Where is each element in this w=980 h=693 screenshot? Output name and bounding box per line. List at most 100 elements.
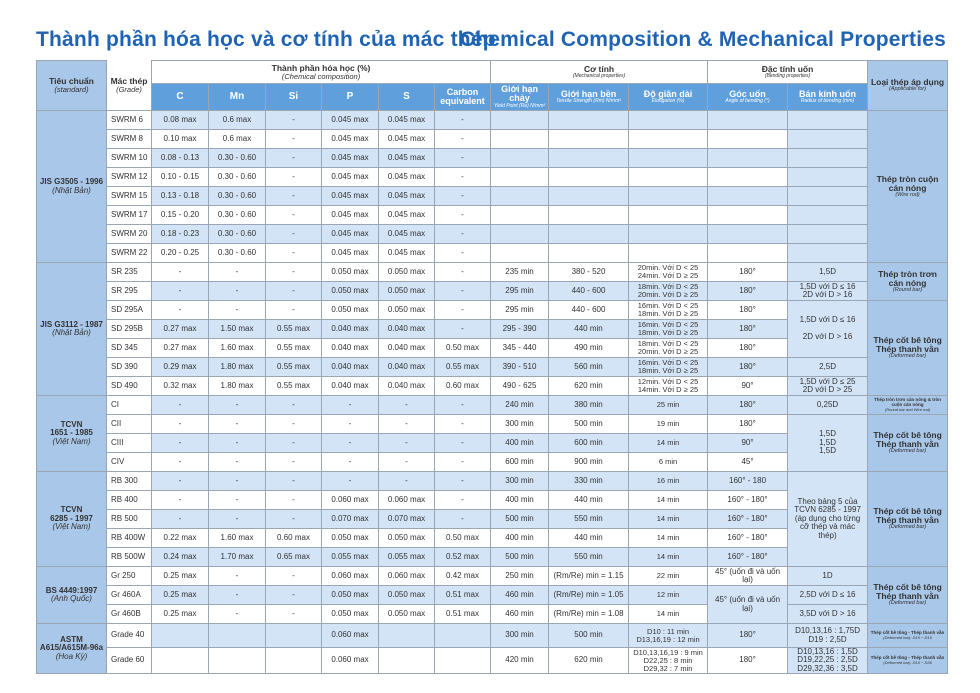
cell-elongation: 14 min	[628, 547, 709, 567]
cell-c: 0.32 max	[151, 376, 209, 396]
cell-elongation	[628, 186, 709, 206]
cell-bend-angle	[707, 224, 789, 244]
header-mechanical-en: (Mechanical properties)	[572, 72, 626, 79]
header-chemical-label: Thành phần hóa học (%)	[271, 62, 371, 73]
cell-text: Thép cốt bê tông Thép thanh vằn	[873, 430, 942, 450]
cell-subtext: (Nhật Bản)	[52, 328, 91, 337]
cell-grade: RB 500	[106, 509, 152, 529]
cell-grade: SR 235	[106, 262, 152, 282]
cell-carbon-equivalent: -	[433, 110, 492, 130]
cell-grade: RB 300	[106, 471, 152, 491]
cell-mn: 1.70 max	[208, 547, 266, 567]
cell-elongation: 16min. Với D < 25 18min. Với D ≥ 25	[628, 319, 709, 339]
cell-si: 0.65 max	[265, 547, 322, 567]
table-row: TCVN 6285 - 1997 (Việt Nam) RB 300- - - - - -30…	[36, 471, 949, 567]
cell-applicable-for: Thép cốt bê tông Thép thanh vằn (Deformed…	[867, 566, 949, 624]
cell-elongation: 14 min	[628, 490, 709, 510]
cell-yield-point	[490, 224, 550, 244]
cell-bend-angle: 45°	[707, 452, 789, 472]
cell-mn: 1.80 max	[208, 376, 266, 396]
cell-mn: -	[208, 509, 266, 529]
cell-grade: SD 345	[106, 338, 152, 358]
cell-s: 0.055 max	[378, 547, 435, 567]
cell-p: 0.050 max	[321, 300, 379, 320]
cell-c: -	[151, 452, 209, 472]
cell-bend-radius	[787, 243, 869, 263]
cell-bend-angle	[707, 243, 789, 263]
cell-carbon-equivalent: -	[433, 186, 492, 206]
cell-c	[151, 646, 209, 675]
cell-bend-radius: 1,5D với D ≤ 25 2D với D > 25	[787, 376, 869, 396]
cell-p: 0.050 max	[321, 585, 379, 605]
cell-si: -	[265, 566, 322, 586]
cell-bend-radius: 1,5D 1,5D 1,5D	[787, 414, 869, 472]
cell-si: 0.55 max	[265, 376, 322, 396]
cell-p: -	[321, 433, 379, 453]
cell-mn: -	[208, 452, 266, 472]
cell-grade: RB 400W	[106, 528, 152, 548]
cell-yield-point: 400 min	[490, 490, 550, 510]
cell-yield-point	[490, 148, 550, 168]
table-row: SD 490 0.32 max 1.80 max 0.55 max 0.040 max 0…	[37, 376, 948, 396]
cell-bend-angle: 180°	[707, 395, 789, 415]
cell-si: -	[265, 129, 322, 149]
cell-mn: 0.30 - 0.60	[208, 205, 266, 225]
cell-tensile-strength	[548, 129, 630, 149]
cell-text: ASTM A615/A615M-96a	[39, 635, 104, 653]
cell-subtext: (Deformed bar): D10 ~ D36	[883, 659, 932, 665]
cell-mn: -	[208, 604, 266, 624]
cell-applicable-for: Thép tròn trơn cán nóng & tròn cuộn cán …	[867, 395, 949, 415]
cell-bend-angle	[707, 129, 789, 149]
header-mn: Mn	[208, 83, 266, 111]
table-row: RB 400- - -0.060 max 0.060 max -400 min 440 m…	[37, 490, 948, 510]
header-applicable-label: Loại thép áp dụng	[870, 77, 945, 88]
cell-carbon-equivalent: -	[433, 167, 492, 187]
cell-p: 0.050 max	[321, 604, 379, 624]
table-row: SWRM 22 0.20 - 0.25 0.30 - 0.60-0.045 max 0…	[37, 243, 948, 263]
cell-mn: 0.6 max	[208, 110, 266, 130]
cell-carbon-equivalent: -	[433, 395, 492, 415]
table-row: SWRM 20 0.18 - 0.23 0.30 - 0.60-0.045 max 0…	[37, 224, 948, 244]
cell-elongation: D10 : 11 min D13,16,19 : 12 min	[628, 623, 709, 648]
cell-yield-point: 240 min	[490, 395, 550, 415]
cell-s: 0.045 max	[378, 205, 435, 225]
title-english: Chemical Composition & Mechanical Proper…	[459, 28, 946, 51]
cell-c: 0.10 max	[151, 129, 209, 149]
table-row: SD 295A - - -0.050 max 0.050 max -295 min 440 …	[37, 300, 949, 396]
header-mechanical-label: Cơ tính	[583, 63, 615, 74]
cell-elongation	[628, 148, 709, 168]
cell-elongation: 16min. Với D < 25 18min. Với D ≥ 25	[628, 357, 709, 377]
cell-bend-radius	[787, 148, 869, 168]
cell-s: -	[378, 414, 435, 434]
cell-bend-angle: 180°	[707, 319, 789, 339]
cell-grade: SWRM 10	[106, 148, 152, 168]
cell-si: -	[265, 433, 322, 453]
cell-yield-point: 300 min	[490, 414, 550, 434]
cell-bend-angle	[707, 167, 789, 187]
cell-bend-radius	[787, 205, 869, 225]
cell-p: 0.045 max	[321, 243, 379, 263]
header-si: Si	[265, 83, 322, 111]
cell-p: 0.045 max	[321, 110, 379, 130]
cell-applicable-for: Thép cốt bê tông - Thép thanh vằn (Deform…	[867, 646, 949, 675]
cell-c: 0.08 - 0.13	[151, 148, 209, 168]
cell-s: 0.040 max	[378, 338, 435, 358]
cell-si: -	[265, 281, 322, 301]
cell-elongation	[628, 129, 709, 149]
cell-c: 0.08 max	[151, 110, 209, 130]
cell-grade: SR 295	[106, 281, 152, 301]
cell-s: -	[378, 433, 435, 453]
cell-grade: SWRM 15	[106, 186, 152, 206]
cell-c: 0.10 - 0.15	[151, 167, 209, 187]
cell-tensile-strength: 500 min	[548, 623, 630, 648]
cell-c: 0.18 - 0.23	[151, 224, 209, 244]
cell-p: 0.050 max	[321, 262, 379, 282]
header-bend-angle-en: Angle of bending (°)	[725, 98, 770, 105]
cell-standard: TCVN 1651 - 1985 (Việt Nam)	[36, 395, 107, 472]
cell-mn: -	[208, 395, 266, 415]
cell-grade: SWRM 20	[106, 224, 152, 244]
cell-carbon-equivalent: -	[433, 509, 492, 529]
cell-bend-radius: Theo bảng 5 của TCVN 6285 - 1997 (áp dụn…	[787, 471, 869, 567]
cell-bend-angle: 180°	[707, 646, 789, 675]
cell-grade: Gr 460A	[106, 585, 152, 605]
